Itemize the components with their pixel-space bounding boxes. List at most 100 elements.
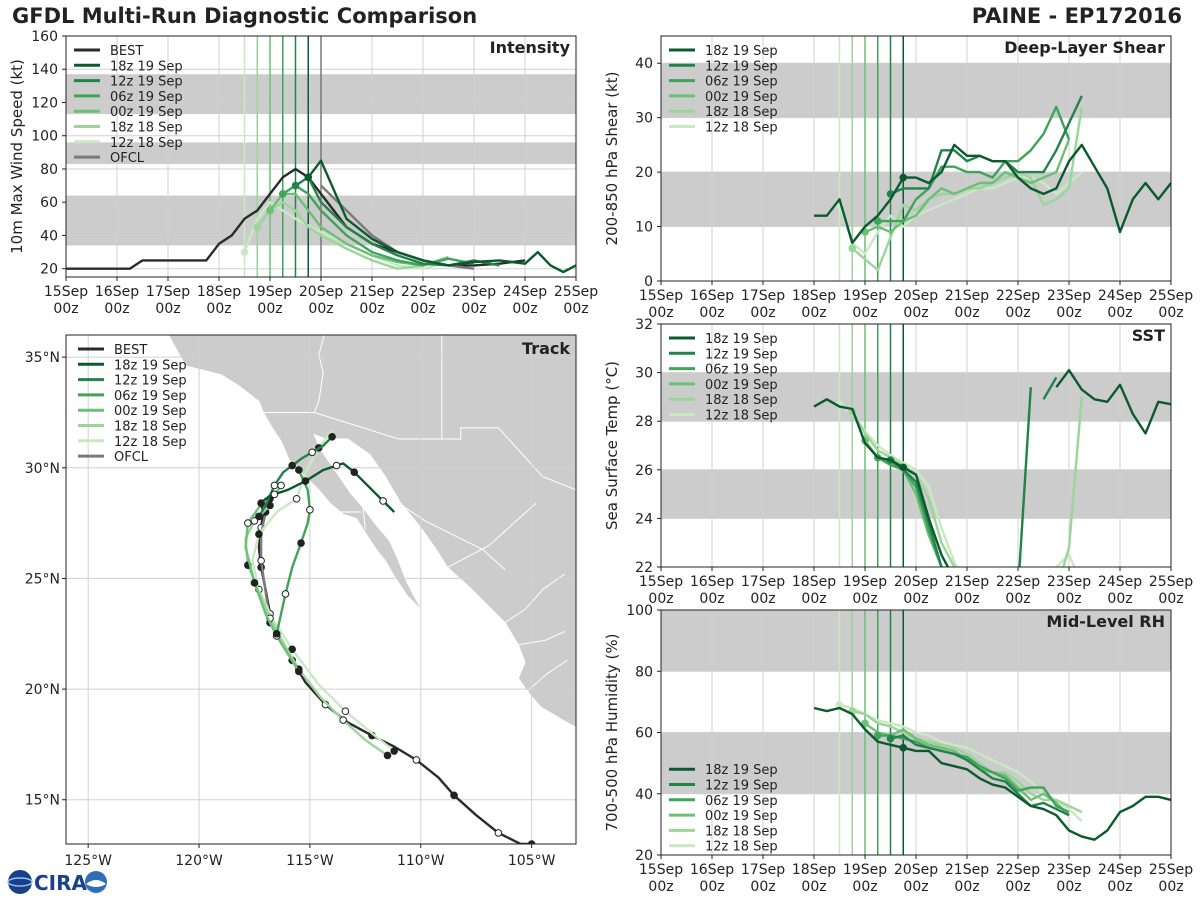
page-title: GFDL Multi-Run Diagnostic Comparison [12,4,478,28]
panel-title: SST [1132,326,1165,345]
init-marker [899,744,908,752]
x-tick-hour: 00z [954,591,979,607]
x-tick-day: 21Sep [945,288,989,304]
x-tick-day: 18Sep [792,574,836,590]
panel-intensity: 2040608010012014016015Sep00z16Sep00z17Se… [8,29,598,317]
series-group [813,369,1171,567]
x-tick-day: 15Sep [639,862,683,878]
series-line [890,734,1070,817]
legend-label: 00z 19 Sep [705,90,778,105]
x-tick-hour: 00z [1005,305,1030,321]
legend-label: 18z 18 Sep [110,121,183,136]
legend-label: 06z 19 Sep [705,75,778,90]
series-line [813,706,1171,841]
legend-label: 00z 19 Sep [114,404,187,419]
x-tick-day: 22Sep [996,288,1040,304]
x-tick-hour: 00z [512,301,537,317]
track-point [379,497,387,505]
legend-label: 06z 19 Sep [110,90,183,105]
y-tick-label: 160 [31,29,58,45]
track-point [328,433,336,441]
track-point [277,481,285,490]
x-tick-hour: 00z [903,305,928,321]
x-tick-day: 15Sep [639,574,683,590]
x-tick-hour: 00z [53,301,78,317]
legend-label: OFCL [114,450,149,465]
y-tick-label: 120 [31,95,58,111]
track-point [270,481,279,490]
x-tick-day: 19Sep [843,862,887,878]
track-point [350,468,359,477]
x-tick-hour: 00z [648,879,673,895]
lat-tick-label: 15°N [25,793,60,809]
track-point [412,756,421,764]
x-tick-day: 24Sep [1098,574,1142,590]
track-point [301,477,310,485]
x-tick-hour: 00z [1107,879,1132,895]
legend-label: OFCL [110,151,145,166]
legend-label: BEST [110,44,143,59]
x-tick-day: 25Sep [1149,862,1193,878]
panel-shear: 01020304015Sep00z16Sep00z17Sep00z18Sep00… [603,35,1193,321]
x-tick-hour: 00z [206,301,231,317]
legend-label: 12z 18 Sep [110,136,183,151]
y-tick-label: 20 [635,848,653,864]
legend-label: 12z 18 Sep [114,435,187,450]
y-tick-label: 140 [31,62,58,78]
legend-label: 12z 19 Sep [114,374,187,389]
x-tick-day: 22Sep [401,284,445,300]
series-line [1055,369,1171,435]
series-group [814,95,1171,272]
axes-frame [65,334,577,845]
state-border [398,502,506,570]
x-tick-hour: 00z [1056,305,1081,321]
state-border [447,502,537,568]
x-tick-hour: 00z [750,879,775,895]
map-group [66,335,576,844]
x-tick-hour: 00z [852,591,877,607]
series-line [1062,396,1083,567]
panel-rh: 2040608010015Sep00z16Sep00z17Sep00z18Sep… [603,603,1193,895]
x-tick-day: 18Sep [792,862,836,878]
track-point [295,466,303,474]
series-group [813,701,1171,841]
y-tick-label: 32 [635,317,653,333]
x-tick-day: 21Sep [945,862,989,878]
lon-tick-label: 125°W [64,853,112,869]
y-tick-label: 60 [635,726,653,742]
track-point [257,499,265,507]
x-tick-hour: 00z [801,591,826,607]
legend-label: 00z 19 Sep [705,378,778,393]
x-tick-day: 20Sep [894,574,938,590]
x-tick-hour: 00z [104,301,129,317]
x-tick-hour: 00z [1158,305,1183,321]
track-point [257,556,265,565]
x-tick-day: 19Sep [843,574,887,590]
panel-title: Mid-Level RH [1046,612,1165,631]
y-tick-label: 40 [635,56,653,72]
track-point [281,590,290,598]
track-point [527,840,536,844]
init-marker [278,190,287,198]
x-tick-day: 21Sep [350,284,394,300]
panel-title: Track [522,339,570,358]
series-line [877,105,1071,223]
x-tick-hour: 00z [563,301,588,317]
x-tick-hour: 00z [1056,591,1081,607]
x-tick-day: 16Sep [690,574,734,590]
x-tick-hour: 00z [801,879,826,895]
track-point [250,517,259,525]
state-border [313,335,325,413]
init-marker [873,731,882,740]
series-line [1042,376,1058,400]
series-line [256,200,424,270]
y-tick-label: 28 [635,414,653,430]
panel-sst: 22242628303215Sep00z16Sep00z17Sep00z18Se… [603,317,1193,607]
x-tick-hour: 00z [648,591,673,607]
series-line [839,703,1083,823]
x-tick-day: 17Sep [741,574,785,590]
track-point [297,539,305,547]
legend-label: 18z 19 Sep [705,44,778,59]
x-tick-day: 20Sep [894,862,938,878]
legend-label: 12z 19 Sep [705,59,778,74]
